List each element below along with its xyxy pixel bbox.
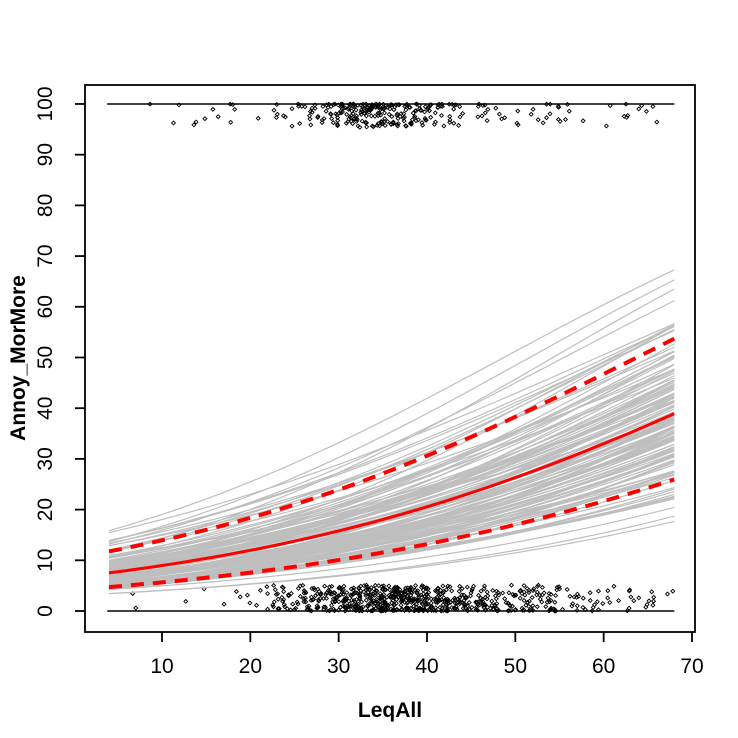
simulated-curve [108, 401, 675, 566]
y-tick-label: 70 [34, 244, 57, 267]
y-tick-label: 0 [34, 605, 57, 617]
simulated-curve [108, 351, 675, 564]
scatter-points-layer [130, 101, 676, 614]
simulated-curve [108, 386, 675, 570]
simulated-curve [108, 368, 675, 547]
y-tick-label: 90 [34, 143, 57, 166]
axes-layer: 10 20 30 40 50 60 70 0 10 20 30 40 50 60 70 80 90 100 [34, 84, 704, 678]
x-tick-label: 20 [239, 655, 262, 678]
y-tick-label: 50 [34, 346, 57, 369]
x-tick-label: 60 [592, 655, 615, 678]
simulated-curve [108, 357, 675, 566]
x-axis-title: LeqAll [358, 699, 422, 722]
x-tick-label: 30 [327, 655, 350, 678]
y-tick-label: 100 [34, 86, 57, 121]
simulated-curve [108, 372, 675, 559]
simulated-curve [108, 269, 675, 532]
y-tick-label: 30 [34, 447, 57, 470]
x-tick-label: 40 [415, 655, 438, 678]
simulated-curve [108, 346, 675, 547]
y-axis-title: Annoy_MorMore [7, 275, 30, 441]
simulated-curve [108, 350, 675, 544]
y-tick-label: 80 [34, 194, 57, 217]
simulated-curve [108, 370, 675, 572]
top-response-points [147, 101, 660, 130]
lower-band-curve [108, 477, 675, 590]
simulated-curve [108, 325, 675, 542]
simulated-curve [108, 418, 675, 578]
y-tick-label: 40 [34, 397, 57, 420]
x-tick-label: 50 [504, 655, 527, 678]
simulated-curve [108, 356, 675, 561]
simulated-curve [108, 477, 675, 579]
x-tick-label: 70 [680, 655, 703, 678]
y-tick-label: 60 [34, 295, 57, 318]
plot-box [84, 84, 696, 633]
simulated-curve [108, 434, 675, 580]
bottom-response-points [130, 582, 676, 614]
y-tick-label: 20 [34, 498, 57, 521]
simulated-curve [108, 437, 675, 580]
simulated-curve [108, 515, 675, 595]
x-tick-label: 10 [150, 655, 173, 678]
simulated-curves-layer [108, 269, 675, 595]
simulated-curve [108, 384, 675, 563]
simulated-curve [108, 323, 675, 534]
simulated-curve [108, 330, 675, 542]
simulated-curve [108, 380, 675, 574]
simulated-curve [108, 279, 675, 543]
y-tick-label: 10 [34, 549, 57, 572]
upper-band-curve [108, 336, 676, 554]
fit-and-band-layer [108, 336, 676, 590]
simulated-curve [108, 506, 675, 591]
fit-curve [108, 412, 675, 575]
simulated-curve [108, 473, 675, 577]
simulated-curve [108, 472, 675, 584]
simulated-curve [108, 432, 675, 575]
